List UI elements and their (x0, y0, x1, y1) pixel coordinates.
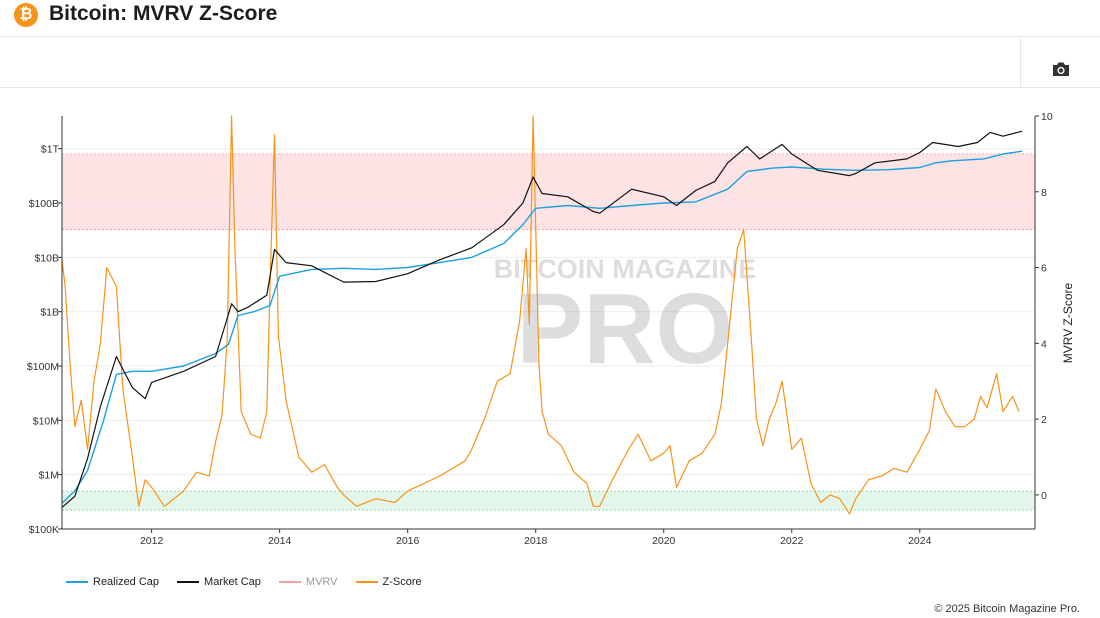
legend-swatch-z-score (355, 581, 378, 583)
zone-bands (62, 153, 1035, 511)
right-axis-title: MVRV Z-Score (1061, 282, 1075, 363)
series-line-z-score (61, 115, 1020, 515)
legend-label: Market Cap (204, 576, 261, 588)
y-right-tick-label: 2 (1041, 414, 1047, 426)
axes: $100K $1M $10M $100M $1B $10B $100B $1T 0 2 4 6 8 10 2… (27, 111, 1053, 547)
x-tick-label: 2022 (780, 535, 804, 547)
x-tick-label: 2024 (908, 535, 932, 547)
chart-legend: Realized Cap Market Cap MVRV Z-Score (66, 574, 422, 590)
copyright-text: © 2025 Bitcoin Magazine Pro. (934, 603, 1080, 615)
gridlines (62, 148, 1035, 530)
y-left-tick-label: $100M (27, 361, 59, 373)
watermark-line2: PRO (517, 273, 734, 385)
series-layer (61, 115, 1023, 515)
green-zone-band (62, 491, 1035, 511)
y-left-tick-label: $10B (34, 252, 59, 264)
legend-swatch-mvrv (278, 581, 301, 583)
x-tick-label: 2014 (268, 535, 292, 547)
y-right-tick-label: 6 (1041, 263, 1047, 275)
y-right-tick-label: 10 (1041, 111, 1053, 123)
y-left-tick-label: $100B (29, 198, 59, 210)
y-left-tick-label: $1B (40, 307, 59, 319)
legend-label: Realized Cap (93, 576, 160, 588)
bitcoin-logo-icon: ₿ (14, 3, 38, 27)
y-left-tick-label: $100K (29, 524, 59, 536)
red-zone-band (62, 153, 1035, 230)
legend-item-mvrv[interactable]: MVRV (278, 574, 338, 590)
camera-icon[interactable] (1051, 61, 1071, 78)
legend-item-realized-cap[interactable]: Realized Cap (66, 574, 159, 590)
y-left-tick-label: $1T (41, 144, 60, 156)
y-left-tick-label: $10M (33, 415, 59, 427)
x-tick-label: 2012 (140, 535, 164, 547)
legend-swatch-realized-cap (66, 581, 88, 583)
y-left-tick-label: $1M (39, 470, 59, 482)
legend-label: Z-Score (382, 576, 422, 588)
x-tick-label: 2016 (396, 535, 420, 547)
page-title: Bitcoin: MVRV Z-Score (49, 2, 278, 25)
y-right-tick-label: 8 (1041, 187, 1047, 199)
legend-label: MVRV (305, 576, 338, 588)
x-tick-label: 2020 (652, 535, 676, 547)
series-line-market-cap (61, 130, 1023, 508)
y-right-tick-label: 0 (1041, 490, 1047, 502)
chart-toolbar (0, 37, 1100, 88)
legend-item-z-score[interactable]: Z-Score (355, 574, 422, 590)
toolbar-divider (1020, 37, 1021, 87)
watermark: BITCOIN MAGAZINE PRO (494, 254, 757, 385)
x-tick-label: 2018 (524, 535, 548, 547)
y-right-tick-label: 4 (1041, 338, 1047, 350)
page-header: ₿ Bitcoin: MVRV Z-Score (0, 0, 1100, 37)
chart-area: BITCOIN MAGAZINE PRO $100K$1M$10M$100M$1… (27, 111, 1075, 547)
legend-swatch-market-cap (177, 581, 200, 583)
series-line-realized-cap (61, 150, 1023, 504)
legend-item-market-cap[interactable]: Market Cap (177, 574, 261, 590)
